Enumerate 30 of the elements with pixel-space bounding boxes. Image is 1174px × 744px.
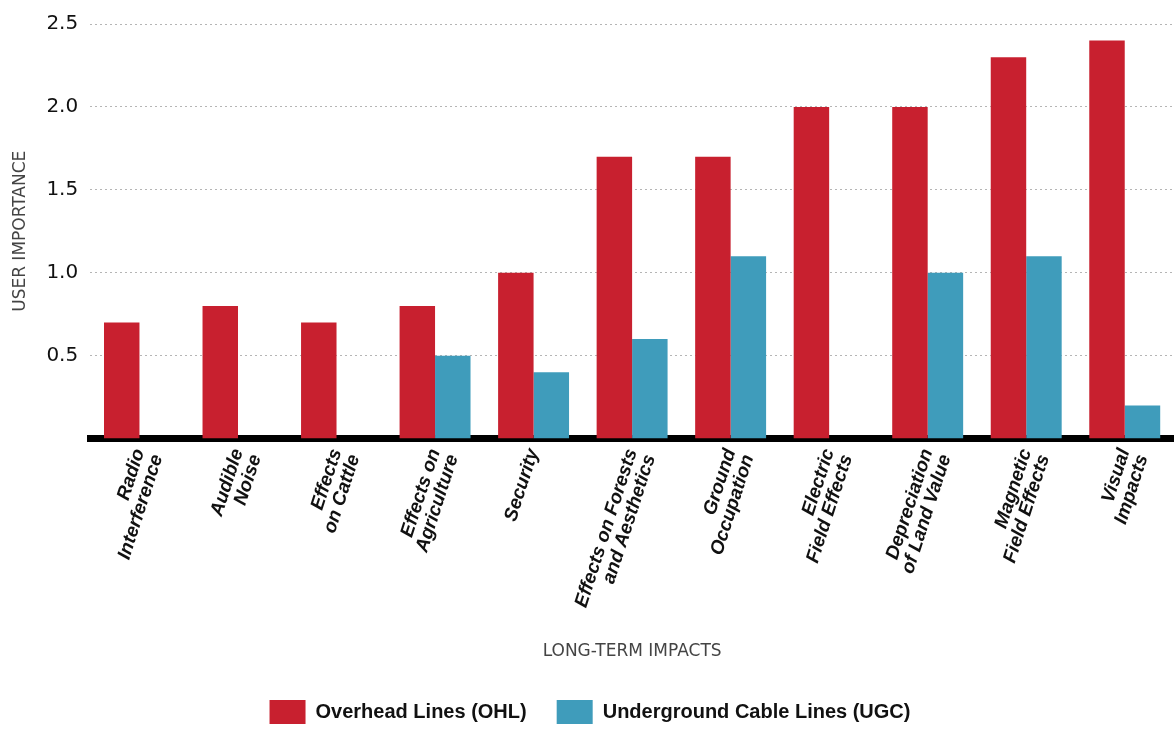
- bar: [498, 272, 534, 439]
- bar: [435, 355, 471, 439]
- bar: [892, 106, 928, 439]
- bar: [1089, 40, 1125, 439]
- bar: [301, 322, 337, 439]
- bar: [104, 322, 140, 439]
- bar: [399, 305, 436, 439]
- x-axis-title: LONG-TERM IMPACTS: [542, 640, 722, 661]
- y-axis-title: USER IMPORTANCE: [8, 150, 29, 312]
- bar: [1026, 256, 1062, 439]
- bar: [533, 372, 570, 439]
- x-tick-label: Audible Noise: [204, 445, 265, 520]
- bar: [632, 339, 668, 439]
- bar: [793, 106, 830, 439]
- bar: [202, 305, 238, 439]
- bar: [927, 272, 964, 439]
- x-tick-label: Electric Field Effects: [796, 445, 857, 566]
- bar: [990, 57, 1027, 439]
- bar: [596, 156, 633, 439]
- bar: [695, 156, 731, 439]
- x-tick-label: Effects on Cattle: [305, 445, 364, 536]
- y-tick-label: 2.0: [46, 93, 79, 118]
- y-tick-label: 0.5: [46, 341, 79, 366]
- y-tick-label: 1.5: [46, 176, 79, 201]
- y-tick-label: 2.5: [46, 10, 79, 35]
- bar: [730, 256, 767, 439]
- bar: [1124, 405, 1161, 439]
- y-tick-label: 1.0: [46, 258, 79, 283]
- legend-label: Underground Cable Lines (UGC): [602, 699, 911, 722]
- legend-label: Overhead Lines (OHL): [315, 699, 527, 722]
